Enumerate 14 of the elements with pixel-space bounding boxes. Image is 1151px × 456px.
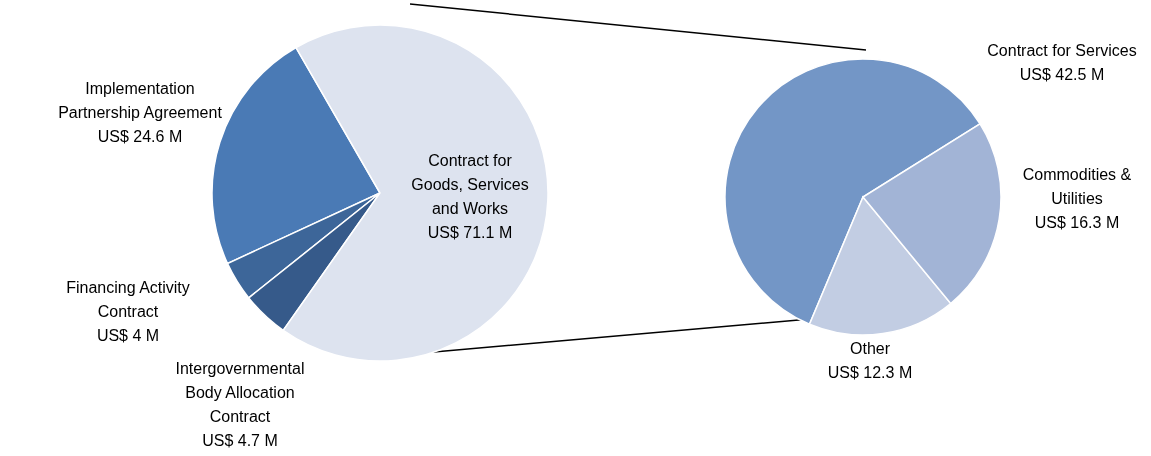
- data-label: US$ 16.3 M: [1034, 213, 1120, 231]
- data-label: US$ 71.1 M: [427, 223, 513, 241]
- data-label: US$ 4.7 M: [202, 431, 278, 449]
- slice-label: Other: [849, 339, 891, 357]
- data-label: US$ 4 M: [96, 326, 160, 344]
- data-label: US$ 42.5 M: [1019, 65, 1105, 83]
- slice-label: Commodities & Utilities: [1022, 165, 1132, 207]
- slice-label: Contract for Services: [987, 41, 1137, 59]
- slice-label: Contract for Goods, Services and Works: [411, 151, 529, 217]
- data-label: US$ 12.3 M: [827, 363, 913, 381]
- data-label: US$ 24.6 M: [97, 127, 183, 145]
- slice-label: Intergovernmental Body Allocation Contract: [175, 359, 305, 425]
- slice-label: Implementation Partnership Agreement: [58, 79, 223, 121]
- slice-label: Financing Activity Contract: [66, 278, 190, 320]
